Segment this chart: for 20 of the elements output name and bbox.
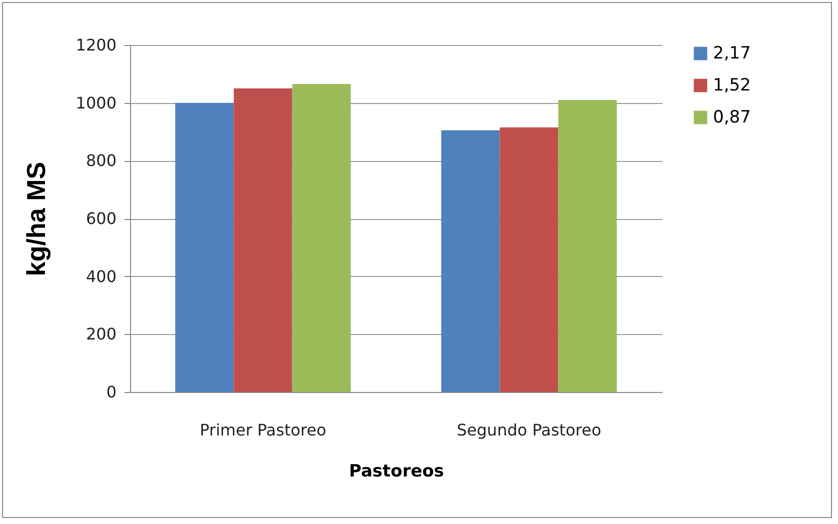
y-tick-label: 600 [86,209,116,228]
y-tick-label: 1000 [76,93,116,112]
y-axis-title: kg/ha MS [20,162,51,276]
x-tick-label: Segundo Pastoreo [456,420,602,440]
y-tick-label: 0 [106,382,116,402]
bar [292,84,351,392]
x-axis-title: Pastoreos [348,462,444,482]
y-tick-label: 1200 [76,36,116,54]
y-tick-label: 200 [86,324,116,344]
bar [558,100,617,392]
y-tick-label: 400 [86,266,116,286]
legend-label: 2,17 [713,44,751,64]
x-tick-label: Primer Pastoreo [200,420,326,440]
bar [234,88,292,392]
bar [175,102,234,392]
legend-label: 1,52 [713,76,751,96]
legend-label: 0,87 [713,108,751,128]
bar [500,127,558,392]
bar [441,130,500,392]
y-tick-label: 800 [86,151,116,170]
